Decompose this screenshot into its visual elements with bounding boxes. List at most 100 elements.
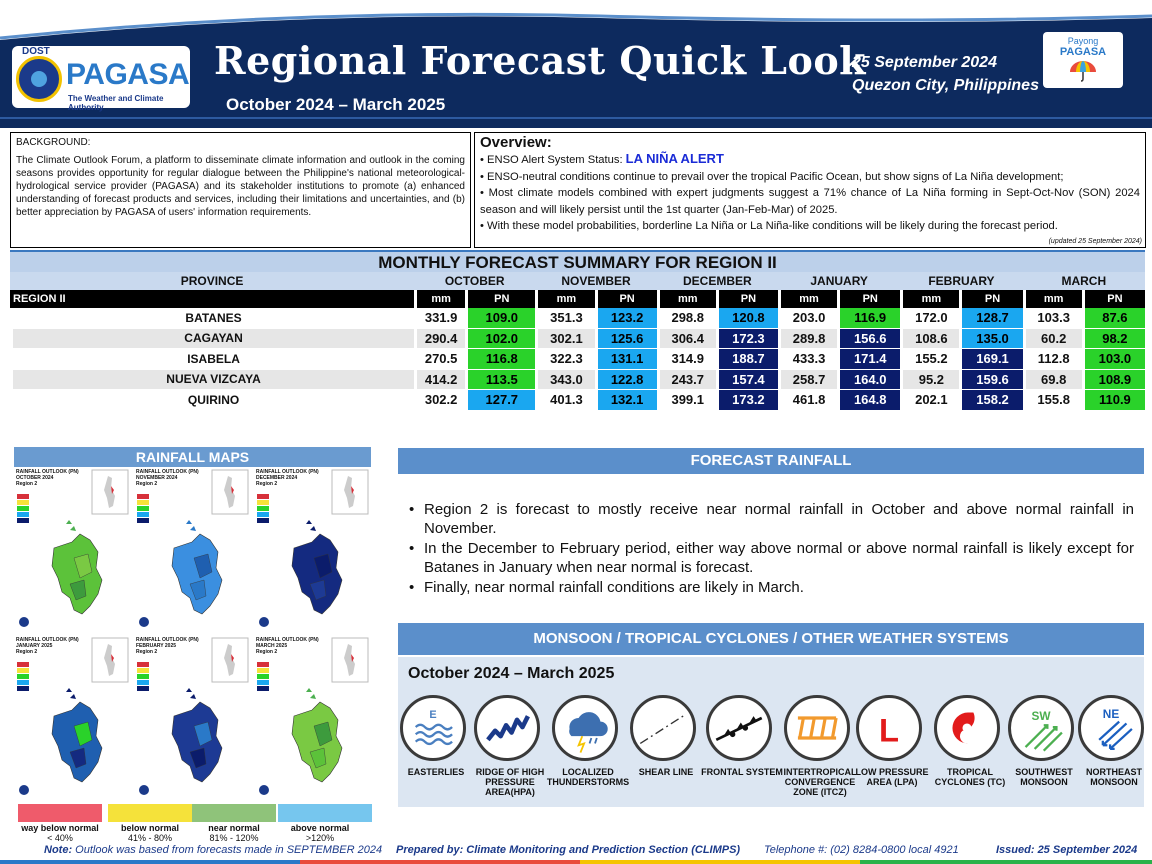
month-header: NOVEMBER	[535, 272, 657, 290]
ridge-icon	[474, 695, 540, 761]
legend-label: near normal 81% - 120%	[184, 823, 284, 843]
dost-label: DOST	[22, 46, 50, 57]
agency-name: PAGASA	[66, 58, 190, 91]
legend-swatch	[192, 804, 276, 822]
weather-system-label: INTERTROPICAL CONVERGENCE ZONE (ITCZ)	[783, 767, 857, 797]
forecast-summary-table: MONTHLY FORECAST SUMMARY FOR REGION II P…	[10, 250, 1145, 411]
enso-alert-status: LA NIÑA ALERT	[625, 151, 724, 166]
pn-header: PN	[1081, 290, 1145, 308]
month-header: MARCH	[1022, 272, 1145, 290]
legend-swatch	[18, 804, 102, 822]
map-legend	[257, 494, 287, 524]
footer-prepared: Prepared by: Climate Monitoring and Pred…	[396, 844, 741, 856]
legend-category: near normal	[208, 823, 260, 833]
legend-category: way below normal	[21, 823, 99, 833]
percent-normal-cell: 135.0	[959, 328, 1023, 349]
header-background	[0, 12, 1152, 128]
rainfall-mm-cell: 95.2	[900, 369, 960, 390]
rainfall-mm-cell: 302.2	[414, 390, 466, 411]
mm-header: mm	[535, 290, 595, 308]
rainfall-map: RAINFALL OUTLOOK (PN) OCTOBER 2024 Region …	[14, 468, 131, 632]
month-header: FEBRUARY	[900, 272, 1023, 290]
rainfall-mm-cell: 401.3	[535, 390, 595, 411]
province-name: BATANES	[10, 308, 415, 329]
map-legend	[17, 494, 47, 524]
forecast-period: October 2024 – March 2025	[226, 95, 446, 114]
weather-system-label: RIDGE OF HIGH PRESSURE AREA(HPA)	[475, 767, 545, 797]
forecast-bullet: Region 2 is forecast to mostly receive n…	[408, 500, 1134, 538]
weather-system-label: NORTHEAST MONSOON	[1086, 767, 1142, 787]
table-row: BATANES 331.9 109.0 351.3 123.2 298.8 120.8 203…	[10, 308, 1145, 329]
map-title: RAINFALL OUTLOOK (PN) NOVEMBER 2024 Region…	[136, 469, 199, 487]
rainfall-mm-cell: 414.2	[414, 369, 466, 390]
shear-line-icon	[630, 695, 696, 761]
province-name: NUEVA VIZCAYA	[10, 369, 415, 390]
month-header: OCTOBER	[414, 272, 536, 290]
map-title: RAINFALL OUTLOOK (PN)	[16, 637, 79, 643]
map-month: DECEMBER 2024	[256, 475, 298, 481]
rainfall-mm-cell: 289.8	[777, 328, 838, 349]
percent-normal-cell: 87.6	[1081, 308, 1145, 329]
legend-category: below normal	[120, 823, 179, 833]
percent-normal-cell: 157.4	[715, 369, 778, 390]
map-title: RAINFALL OUTLOOK (PN) MARCH 2025 Region 2	[256, 637, 319, 655]
map-title: RAINFALL OUTLOOK (PN) FEBRUARY 2025 Region…	[136, 637, 199, 655]
weather-system-label: EASTERLIES	[407, 767, 465, 777]
rainfall-maps-heading: RAINFALL MAPS	[14, 447, 371, 467]
percent-normal-cell: 102.0	[465, 328, 536, 349]
rainfall-mm-cell: 60.2	[1022, 328, 1082, 349]
rainfall-mm-cell: 155.8	[1022, 390, 1082, 411]
pagasa-seal-icon	[16, 56, 62, 102]
map-title: RAINFALL OUTLOOK (PN)	[16, 469, 79, 475]
legend-label: below normal 41% - 80%	[100, 823, 200, 843]
rainfall-mm-cell: 103.3	[1022, 308, 1082, 329]
agency-tagline: The Weather and Climate Authority	[68, 94, 164, 112]
percent-normal-cell: 173.2	[715, 390, 778, 411]
page-title: Regional Forecast Quick Look	[214, 38, 867, 83]
svg-text:NE: NE	[1103, 707, 1120, 721]
rainfall-mm-cell: 399.1	[656, 390, 716, 411]
overview-bullet-2: • Most climate models combined with expe…	[480, 187, 1140, 216]
easterlies-icon: E	[400, 695, 466, 761]
percent-normal-cell: 120.8	[715, 308, 778, 329]
map-month: OCTOBER 2024	[16, 475, 54, 481]
percent-normal-cell: 128.7	[959, 308, 1023, 329]
rainfall-mm-cell: 172.0	[900, 308, 960, 329]
province-header: PROVINCE	[10, 272, 415, 290]
enso-status-line: • ENSO Alert System Status: LA NIÑA ALER…	[480, 151, 1140, 169]
percent-normal-cell: 169.1	[959, 349, 1023, 370]
thunderstorm-icon	[552, 695, 618, 761]
rainfall-mm-cell: 258.7	[777, 369, 838, 390]
pagasa-logo: DOST PAGASA The Weather and Climate Auth…	[12, 46, 190, 112]
pn-header: PN	[465, 290, 536, 308]
map-region: Region 2	[136, 649, 158, 655]
forecast-rainfall-heading: FORECAST RAINFALL	[398, 448, 1144, 474]
issue-date: 25 September 2024	[852, 54, 997, 71]
percent-normal-cell: 171.4	[837, 349, 901, 370]
overview-panel: Overview: • ENSO Alert System Status: LA…	[474, 132, 1146, 248]
footer-stripe	[0, 860, 1152, 864]
payong-pagasa-logo: Payong PAGASA	[1043, 32, 1123, 88]
region-map-shape	[138, 637, 249, 796]
map-month: FEBRUARY 2025	[136, 643, 177, 649]
percent-normal-cell: 164.8	[837, 390, 901, 411]
forecast-rainfall-list: Region 2 is forecast to mostly receive n…	[408, 500, 1134, 598]
percent-normal-cell: 103.0	[1081, 349, 1145, 370]
rainfall-mm-cell: 69.8	[1022, 369, 1082, 390]
map-region: Region 2	[136, 481, 158, 487]
rainfall-map: RAINFALL OUTLOOK (PN) FEBRUARY 2025 Region…	[134, 636, 251, 800]
footer-telephone: Telephone #: (02) 8284-0800 local 4921	[764, 844, 959, 856]
mm-header: mm	[656, 290, 716, 308]
map-legend	[257, 662, 287, 692]
svg-text:SW: SW	[1031, 709, 1051, 723]
percent-normal-cell: 132.1	[594, 390, 657, 411]
rainfall-mm-cell: 461.8	[777, 390, 838, 411]
map-month: JANUARY 2025	[16, 643, 53, 649]
region-label: REGION II	[10, 290, 415, 308]
region-map-shape	[258, 637, 369, 796]
map-title: RAINFALL OUTLOOK (PN) JANUARY 2025 Region …	[16, 637, 79, 655]
background-text: The Climate Outlook Forum, a platform to…	[16, 155, 465, 218]
percent-normal-cell: 113.5	[465, 369, 536, 390]
mm-header: mm	[1022, 290, 1082, 308]
rainfall-mm-cell: 298.8	[656, 308, 716, 329]
